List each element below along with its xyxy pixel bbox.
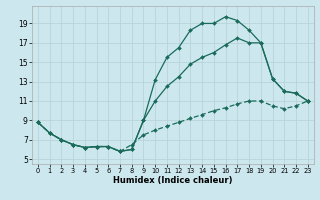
X-axis label: Humidex (Indice chaleur): Humidex (Indice chaleur) <box>113 176 233 185</box>
